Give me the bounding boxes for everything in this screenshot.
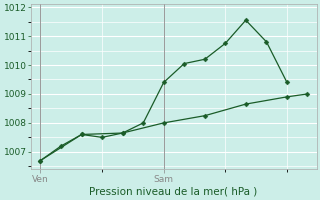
X-axis label: Pression niveau de la mer( hPa ): Pression niveau de la mer( hPa ) xyxy=(90,187,258,197)
